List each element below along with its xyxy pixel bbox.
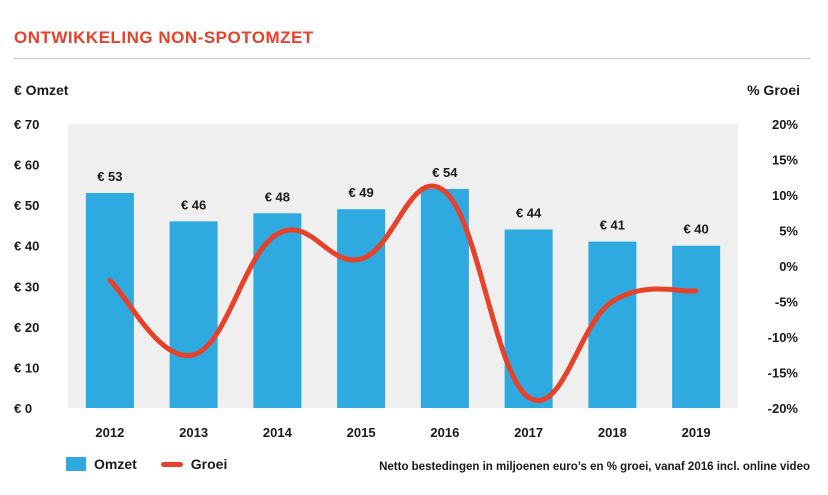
right-tick-label: 15% <box>772 153 798 168</box>
x-axis-ticks: 2012 2013 2014 2015 2016 2017 2018 2019 <box>95 425 710 440</box>
right-tick-label: 0% <box>779 259 798 274</box>
plot-area <box>68 124 738 408</box>
bar-omzet-2015 <box>337 209 386 408</box>
right-axis-label: % Groei <box>747 82 800 98</box>
left-axis-ticks: € 0 € 10 € 20 € 30 € 40 € 50 € 60 € 70 <box>14 117 39 416</box>
bar-omzet-2016 <box>420 188 469 408</box>
footnote: Netto bestedingen in miljoenen euro’s en… <box>379 461 810 473</box>
left-axis-label: € Omzet <box>14 82 69 98</box>
x-tick-label: 2014 <box>263 425 293 440</box>
x-tick-label: 2019 <box>682 425 711 440</box>
bar-omzet-2014 <box>253 213 302 408</box>
x-tick-label: 2013 <box>179 425 208 440</box>
bar-data-label: € 41 <box>600 218 625 233</box>
bar-omzet-2013 <box>169 221 218 408</box>
x-tick-label: 2015 <box>347 425 376 440</box>
right-tick-label: 5% <box>779 224 798 239</box>
x-tick-label: 2012 <box>95 425 124 440</box>
right-tick-label: -15% <box>768 366 799 381</box>
right-tick-label: -5% <box>775 295 799 310</box>
right-tick-label: -20% <box>768 401 799 416</box>
left-tick-label: € 50 <box>14 198 39 213</box>
bar-series <box>85 188 721 408</box>
legend-label-groei: Groei <box>190 456 228 472</box>
bar-omzet-2019 <box>672 245 721 408</box>
bar-omzet-2017 <box>504 229 553 408</box>
legend-label-omzet: Omzet <box>94 456 137 472</box>
left-tick-label: € 30 <box>14 279 39 294</box>
bar-data-label: € 53 <box>97 169 122 184</box>
line-groei <box>107 183 699 403</box>
right-axis-ticks: -20% -15% -10% -5% 0% 5% 10% 15% 20% <box>768 117 799 416</box>
bar-omzet-2018 <box>588 241 637 408</box>
legend: Omzet Groei <box>66 456 227 472</box>
left-tick-label: € 40 <box>14 239 39 254</box>
chart-title: ONTWIKKELING NON-SPOTOMZET <box>14 28 314 47</box>
bar-data-label: € 46 <box>181 197 206 212</box>
x-tick-label: 2017 <box>514 425 543 440</box>
left-tick-label: € 70 <box>14 117 39 132</box>
bar-data-label: € 44 <box>516 205 542 220</box>
right-tick-label: 10% <box>772 188 798 203</box>
bar-data-labels: € 53 € 46 € 48 € 49 € 54 € 44 € 41 € 40 <box>97 165 709 237</box>
left-tick-label: € 20 <box>14 320 39 335</box>
bar-data-label: € 54 <box>432 165 458 180</box>
right-tick-label: 20% <box>772 117 798 132</box>
left-tick-label: € 0 <box>14 401 32 416</box>
legend-swatch-groei <box>160 461 183 467</box>
line-series <box>107 183 699 403</box>
bar-data-label: € 40 <box>683 222 708 237</box>
legend-swatch-omzet <box>66 457 86 471</box>
x-tick-label: 2018 <box>598 425 627 440</box>
title-divider <box>14 58 810 59</box>
left-tick-label: € 60 <box>14 158 39 173</box>
bar-data-label: € 49 <box>348 185 373 200</box>
left-tick-label: € 10 <box>14 360 39 375</box>
right-tick-label: -10% <box>768 330 799 345</box>
bar-data-label: € 48 <box>265 189 290 204</box>
x-tick-label: 2016 <box>430 425 459 440</box>
